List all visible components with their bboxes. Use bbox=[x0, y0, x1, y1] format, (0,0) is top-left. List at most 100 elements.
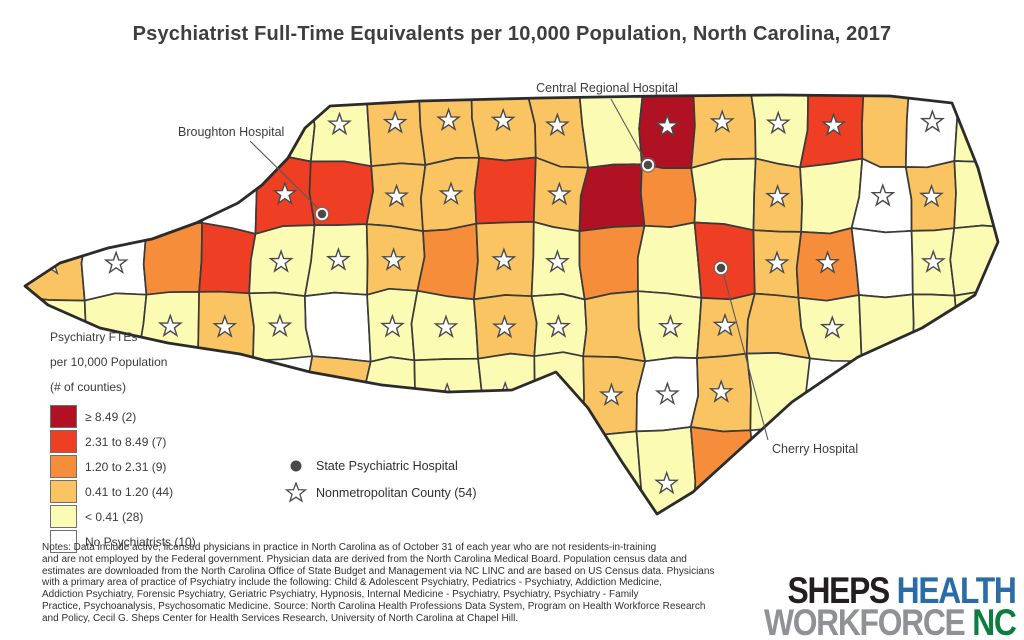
hospital-dot-icon bbox=[284, 455, 308, 477]
choropleth-legend: Psychiatry FTEs per 10,000 Population (#… bbox=[50, 330, 196, 555]
county-shape bbox=[640, 163, 697, 228]
legend-item-O: 1.20 to 2.31 (9) bbox=[50, 455, 196, 478]
hospital-dot bbox=[714, 261, 728, 275]
symbol-legend: State Psychiatric Hospital Nonmetropolit… bbox=[284, 452, 477, 506]
nonmetro-county-star-icon bbox=[712, 312, 738, 337]
logo-word: NC bbox=[972, 601, 1018, 640]
nonmetro-county-star-icon bbox=[765, 183, 791, 208]
nonmetro-county-star-icon bbox=[268, 248, 294, 273]
notes-line: and are not employed by the Federal gove… bbox=[42, 553, 687, 565]
nonmetro-county-star-icon bbox=[325, 246, 351, 271]
nonmetro-county-star-icon bbox=[815, 250, 841, 274]
nonmetro-county-star-icon bbox=[491, 314, 517, 339]
hospital-label: Central Regional Hospital bbox=[536, 81, 678, 95]
hospital-legend-label: State Psychiatric Hospital bbox=[316, 458, 458, 473]
county-shape bbox=[693, 221, 756, 301]
nonmetro-county-star-icon bbox=[764, 250, 790, 275]
county-shape bbox=[142, 222, 203, 296]
legend-item-W: No Psychiatrists (10) bbox=[50, 530, 196, 553]
legend-label: < 0.41 (28) bbox=[85, 509, 144, 524]
legend-label: No Psychiatrists (10) bbox=[85, 534, 196, 549]
map-title: Psychiatrist Full-Time Equivalents per 1… bbox=[132, 23, 892, 45]
notes-line: Notes: Data include active, licensed phy… bbox=[42, 542, 657, 553]
legend-label: 2.31 to 8.49 (7) bbox=[85, 434, 167, 449]
nonmetro-county-star-icon bbox=[657, 313, 683, 338]
nonmetro-county-star-icon bbox=[212, 314, 238, 338]
county-shape bbox=[953, 157, 998, 230]
county-shape bbox=[255, 95, 316, 163]
sheps-logo-line-2: WORKFORCE NC bbox=[764, 604, 1017, 640]
legend-item-R: 2.31 to 8.49 (7) bbox=[50, 430, 196, 453]
legend-label: 1.20 to 2.31 (9) bbox=[85, 459, 167, 474]
notes-line: estimates are downloaded from the North … bbox=[42, 565, 715, 577]
legend-item-A: ≥ 8.49 (2) bbox=[50, 405, 196, 428]
nonmetro-county-star-icon bbox=[326, 111, 352, 136]
hospital-dot-ring bbox=[314, 206, 330, 222]
nonmetro-county-star-icon bbox=[267, 313, 293, 338]
hospital-leader-line bbox=[722, 271, 769, 441]
county-shape bbox=[477, 352, 536, 432]
county-shape bbox=[303, 355, 372, 437]
legend-item-P: < 0.41 (28) bbox=[50, 505, 196, 528]
nonmetro-county-star-icon bbox=[157, 313, 183, 338]
nonmetro-county-star-icon bbox=[381, 247, 407, 271]
legend-label: ≥ 8.49 (2) bbox=[85, 409, 137, 424]
hospital-dot-ring bbox=[640, 157, 656, 173]
notes-line: and Policy, Cecil G. Sheps Center for He… bbox=[42, 612, 519, 624]
nonmetro-county-star-icon bbox=[384, 183, 410, 208]
county-shape bbox=[578, 163, 646, 233]
county-shape bbox=[858, 293, 915, 363]
legend-swatch bbox=[50, 480, 77, 503]
hospital-label: Cherry Hospital bbox=[772, 442, 858, 456]
nonmetro-county-star-icon bbox=[545, 313, 571, 338]
county-shape bbox=[953, 95, 998, 164]
county-shape bbox=[582, 290, 647, 363]
notes-line: Practice, Psychoanalysis, Psychosomatic … bbox=[42, 600, 706, 612]
hospital-label: Broughton Hospital bbox=[178, 125, 284, 139]
county-shape bbox=[413, 357, 483, 433]
county-shape bbox=[745, 352, 811, 434]
state-outline bbox=[23, 93, 1000, 516]
legend-item-Y: 0.41 to 1.20 (44) bbox=[50, 480, 196, 503]
notes-line: with a primary area of practice of Psych… bbox=[42, 577, 662, 589]
legend-swatch bbox=[50, 455, 77, 478]
nonmetro-county-star-icon bbox=[819, 314, 845, 339]
hospital-leader-line bbox=[610, 98, 647, 163]
county-shape bbox=[25, 226, 88, 302]
nonmetro-county-star-icon bbox=[490, 107, 516, 132]
county-shape bbox=[850, 227, 914, 299]
nonmetro-county-star-icon bbox=[654, 381, 680, 406]
nonmetro-county-star-icon bbox=[103, 250, 129, 275]
nonmetro-county-star-icon bbox=[654, 113, 680, 137]
sheps-logo: SHEPS HEALTH WORKFORCE NC bbox=[764, 572, 1017, 640]
hospital-dot-ring bbox=[713, 260, 729, 276]
notes-line: Addiction Psychiatry, Forensic Psychiatr… bbox=[42, 589, 639, 601]
nonmetro-county-star-icon bbox=[438, 181, 464, 206]
nonmetro-county-star-icon bbox=[544, 380, 570, 405]
nonmetro-county-star-icon bbox=[654, 470, 680, 495]
legend-title-line-1: Psychiatry FTEs bbox=[50, 330, 138, 344]
nonmetro-county-star-icon bbox=[920, 249, 946, 273]
logo-word: WORKFORCE bbox=[764, 601, 966, 640]
county-shape bbox=[304, 291, 372, 363]
county-shape bbox=[690, 157, 757, 232]
nonmetro-county-star-icon bbox=[918, 183, 944, 208]
nonmetro-legend-label: Nonmetropolitan County (54) bbox=[316, 485, 477, 500]
county-shape bbox=[636, 221, 703, 299]
nonmetro-county-star-icon bbox=[544, 112, 570, 137]
legend-title-line-3: (# of counties) bbox=[50, 380, 127, 394]
hospital-legend-row: State Psychiatric Hospital bbox=[284, 452, 477, 479]
nonmetro-county-star-icon bbox=[382, 109, 408, 134]
logo-word: SHEPS bbox=[787, 570, 891, 612]
hospital-dot bbox=[315, 207, 329, 221]
legend-swatch bbox=[50, 530, 77, 553]
county-shape bbox=[142, 159, 203, 227]
nonmetro-county-star-icon bbox=[708, 379, 734, 403]
legend-swatch bbox=[50, 405, 77, 428]
legend-swatch bbox=[50, 505, 77, 528]
legend-items: ≥ 8.49 (2) 2.31 to 8.49 (7) 1.20 to 2.31 (… bbox=[50, 405, 196, 553]
nonmetro-star-icon bbox=[284, 481, 308, 504]
county-shape bbox=[578, 224, 646, 301]
legend-swatch bbox=[50, 430, 77, 453]
